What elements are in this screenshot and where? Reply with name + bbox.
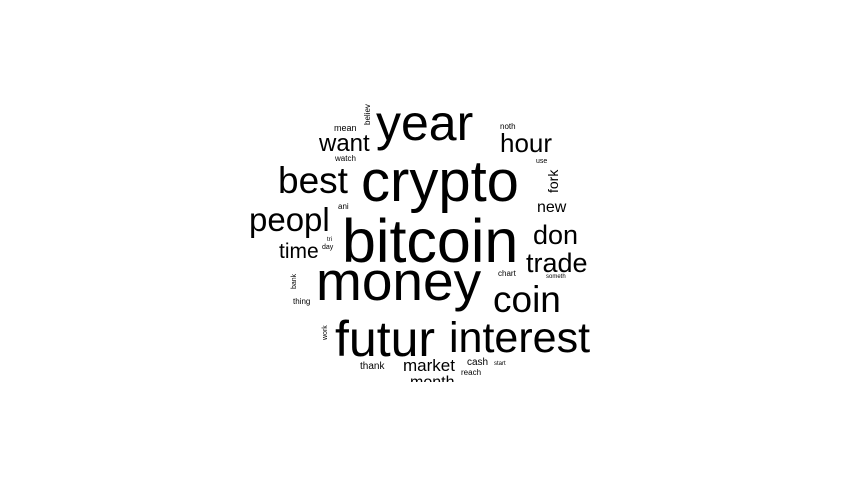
word-work: work [322, 325, 329, 340]
word-money: money [316, 250, 482, 312]
word-reach: reach [461, 368, 482, 377]
word-market: market [403, 356, 455, 375]
word-day: day [322, 244, 334, 251]
word-coin: coin [493, 279, 561, 320]
word-month: month [410, 375, 454, 383]
word-bank: bank [291, 273, 298, 289]
word-don: don [533, 220, 579, 250]
word-ani: ani [338, 202, 349, 211]
word-want: want [319, 130, 370, 157]
word-trade: trade [526, 248, 588, 278]
word-month-clip: month [395, 372, 475, 383]
word-thank: thank [360, 361, 385, 372]
word-believ: believ [363, 104, 372, 125]
word-best: best [278, 160, 348, 201]
word-new: new [537, 199, 567, 216]
word-cash: cash [467, 357, 489, 368]
word-watch: watch [335, 154, 356, 163]
word-fork: fork [545, 169, 561, 193]
word-peopl: peopl [249, 201, 330, 238]
word-year: year [376, 95, 474, 151]
word-noth: noth [500, 122, 516, 131]
word-tri: tri [327, 237, 332, 243]
word-bitcoin: bitcoin [342, 207, 519, 275]
word-start: start [494, 361, 506, 367]
word-mean: mean [334, 123, 357, 133]
word-crypto: crypto [361, 149, 519, 214]
word-interest: interest [449, 314, 591, 362]
word-time: time [279, 240, 319, 263]
word-futur: futur [335, 311, 436, 367]
word-chart: chart [498, 269, 516, 278]
word-use: use [536, 158, 548, 165]
word-thing: thing [293, 297, 311, 306]
word-someth: someth [546, 274, 566, 280]
word-hour: hour [500, 128, 553, 158]
